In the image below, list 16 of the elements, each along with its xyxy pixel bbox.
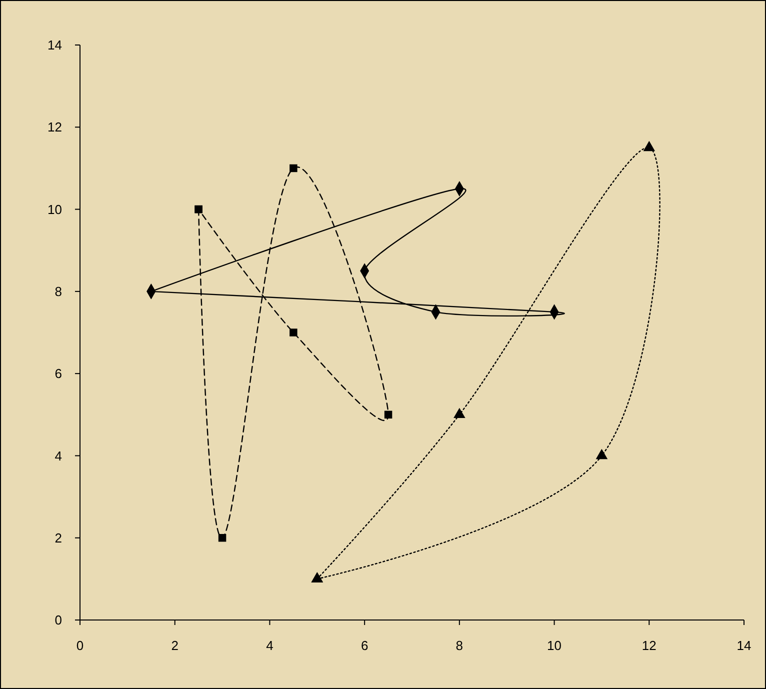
x-tick-label: 2 bbox=[171, 638, 178, 653]
x-tick-label: 10 bbox=[547, 638, 562, 653]
x-tick-label: 4 bbox=[266, 638, 274, 653]
y-tick-label: 2 bbox=[54, 530, 62, 546]
y-tick-label: 0 bbox=[54, 612, 62, 628]
y-tick-label: 10 bbox=[48, 202, 62, 217]
y-tick-label: 6 bbox=[54, 366, 62, 382]
x-tick-label: 14 bbox=[736, 638, 752, 653]
x-tick-label: 12 bbox=[642, 638, 656, 653]
y-tick-label: 14 bbox=[48, 38, 62, 53]
x-tick-label: 0 bbox=[76, 638, 84, 653]
x-tick-label: 8 bbox=[456, 638, 464, 653]
x-tick-label: 6 bbox=[360, 638, 368, 653]
y-tick-label: 4 bbox=[54, 448, 62, 464]
y-tick-label: 12 bbox=[48, 120, 62, 135]
y-tick-label: 8 bbox=[54, 284, 62, 299]
